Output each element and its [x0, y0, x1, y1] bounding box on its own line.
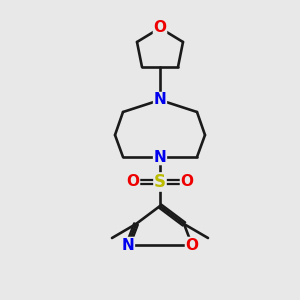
Text: N: N	[154, 149, 166, 164]
Text: N: N	[122, 238, 134, 253]
Text: N: N	[154, 92, 166, 107]
Text: O: O	[154, 20, 166, 35]
Text: O: O	[181, 175, 194, 190]
Text: S: S	[154, 173, 166, 191]
Text: O: O	[127, 175, 140, 190]
Text: O: O	[185, 238, 199, 253]
